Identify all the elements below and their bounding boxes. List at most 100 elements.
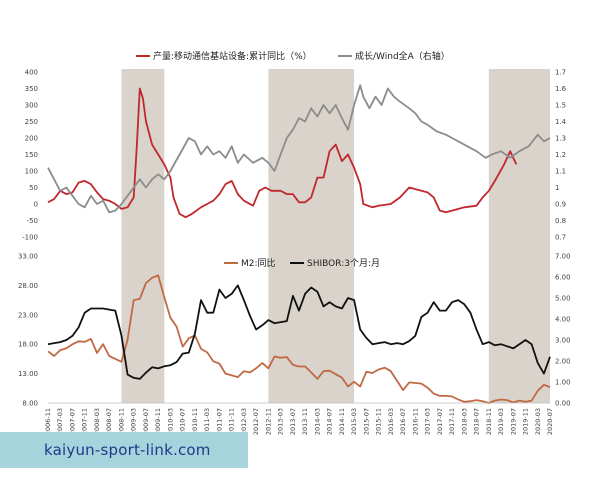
shaded-period-3 (488, 69, 550, 237)
x-tick-label: 2012-11 (264, 408, 272, 435)
x-axis: 2006-11 2007-03 2007-07 2007-11 2008-03 2008-… (44, 402, 554, 435)
x-tick-label: 2018-11 (485, 408, 493, 435)
x-tick-label: 2019-03 (497, 408, 505, 435)
x-tick-label: 2007-11 (81, 408, 89, 435)
series-line-1 (47, 274, 551, 404)
left-tick-label: 28.00 (18, 282, 38, 290)
right-tick-label: 0.00 (555, 400, 571, 408)
x-tick-label: 2010-03 (166, 408, 174, 435)
left-tick-label: 150 (25, 151, 38, 159)
left-tick-label: 33.00 (18, 253, 38, 261)
x-tick-label: 2020-03 (534, 408, 542, 435)
series-line-2 (47, 284, 551, 380)
top-legend: 产量:移动通信基站设备:累计同比（%） 成长/Wind全A（右轴） (136, 50, 450, 62)
x-tick-label: 2015-03 (350, 408, 358, 435)
series-line-2 (47, 84, 551, 214)
right-tick-label: 0.8 (555, 217, 566, 225)
x-tick-label: 2015-11 (375, 408, 383, 435)
shaded-period-2 (268, 237, 355, 403)
left-tick-label: 50 (29, 184, 38, 192)
bottom-right-axis: 7.00 6.00 5.00 4.00 3.00 2.00 1.00 0.00 (555, 253, 571, 408)
right-tick-label: 1.2 (555, 151, 566, 159)
left-tick-label: 8.00 (22, 400, 38, 408)
x-tick-label: 2017-07 (436, 408, 444, 435)
top-right-axis: 1.7 1.6 1.5 1.4 1.3 1.2 1.1 1 0.9 0.8 0.7 (555, 69, 567, 242)
legend-label-growth: 成长/Wind全A（右轴） (355, 50, 450, 62)
right-tick-label: 1.5 (555, 102, 566, 110)
x-tick-label: 2017-11 (448, 408, 456, 435)
series-line-1 (47, 87, 518, 219)
x-tick-label: 2007-07 (69, 408, 77, 435)
right-tick-label: 0.9 (555, 201, 566, 209)
x-tick-label: 2016-11 (411, 408, 419, 435)
right-tick-label: 1.00 (555, 379, 571, 387)
left-tick-label: 13.00 (18, 370, 38, 378)
left-tick-label: 23.00 (18, 311, 38, 319)
right-tick-label: 2.00 (555, 358, 571, 366)
x-tick-label: 2018-07 (473, 408, 481, 435)
right-tick-label: 5.00 (555, 295, 571, 303)
right-tick-label: 3.00 (555, 337, 571, 345)
x-tick-label: 2019-07 (509, 408, 517, 435)
x-tick-label: 2013-11 (301, 408, 309, 435)
x-tick-label: 2013-07 (289, 408, 297, 435)
x-tick-label: 2019-11 (522, 408, 530, 435)
top-chart: 产量:移动通信基站设备:累计同比（%） 成长/Wind全A（右轴） 400 350… (22, 50, 567, 242)
x-tick-label: 2008-11 (118, 408, 126, 435)
x-tick-label: 2014-07 (326, 408, 334, 435)
x-tick-label: 2012-07 (252, 408, 260, 435)
right-tick-label: 6.00 (555, 274, 571, 282)
x-tick-label: 2016-07 (399, 408, 407, 435)
x-tick-label: 2015-07 (362, 408, 370, 435)
shaded-period-1 (121, 237, 165, 403)
left-tick-label: 350 (25, 85, 38, 93)
x-tick-label: 2010-07 (179, 408, 187, 435)
x-tick-label: 2010-11 (191, 408, 199, 435)
x-tick-label: 2008-07 (105, 408, 113, 435)
legend-label-m2: M2:同比 (241, 257, 276, 269)
right-tick-label: 4.00 (555, 316, 571, 324)
top-left-axis: 400 350 300 250 200 150 100 50 0 -50 -100 (22, 69, 38, 242)
right-tick-label: 1.6 (555, 85, 567, 93)
legend-label-production: 产量:移动通信基站设备:累计同比（%） (153, 50, 312, 62)
x-tick-label: 2017-03 (424, 408, 432, 435)
right-tick-label: 1.7 (555, 69, 566, 77)
left-tick-label: 18.00 (18, 341, 38, 349)
x-tick-label: 2009-07 (142, 408, 150, 435)
x-tick-label: 2009-11 (154, 408, 162, 435)
left-tick-label: 200 (25, 135, 38, 143)
bottom-chart: M2:同比 SHIBOR:3个月:月 33.00 28.00 23.00 18.00 1… (18, 237, 571, 435)
left-tick-label: -100 (22, 234, 38, 242)
right-tick-label: 0.7 (555, 234, 566, 242)
x-tick-label: 2006-11 (44, 408, 52, 435)
right-tick-label: 7.00 (555, 253, 571, 261)
x-tick-label: 2011-07 (215, 408, 223, 435)
x-tick-label: 2011-11 (228, 408, 236, 435)
top-series (47, 84, 551, 219)
right-tick-label: 1.4 (555, 118, 567, 126)
left-tick-label: 0 (34, 201, 38, 209)
x-tick-label: 2009-03 (130, 408, 138, 435)
legend-label-shibor: SHIBOR:3个月:月 (307, 258, 380, 269)
right-tick-label: 1 (555, 184, 559, 192)
left-tick-label: -50 (27, 217, 38, 225)
x-tick-label: 2014-11 (338, 408, 346, 435)
bottom-legend: M2:同比 SHIBOR:3个月:月 (224, 257, 380, 269)
x-tick-label: 2013-03 (277, 408, 285, 435)
x-tick-label: 2012-03 (240, 408, 248, 435)
x-tick-label: 2020-07 (546, 408, 554, 435)
watermark-text: kaiyun-sport-link.com (44, 441, 211, 459)
left-tick-label: 300 (25, 102, 38, 110)
left-tick-label: 400 (25, 69, 38, 77)
top-shaded-regions (121, 69, 550, 237)
shaded-period-3 (488, 237, 550, 403)
right-tick-label: 1.3 (555, 135, 566, 143)
x-tick-label: 2008-03 (93, 408, 101, 435)
x-tick-label: 2011-03 (203, 408, 211, 435)
x-tick-label: 2018-03 (460, 408, 468, 435)
watermark-banner: kaiyun-sport-link.com (0, 432, 248, 468)
x-tick-label: 2016-03 (387, 408, 395, 435)
x-tick-label: 2007-03 (56, 408, 64, 435)
x-tick-label: 2014-03 (313, 408, 321, 435)
